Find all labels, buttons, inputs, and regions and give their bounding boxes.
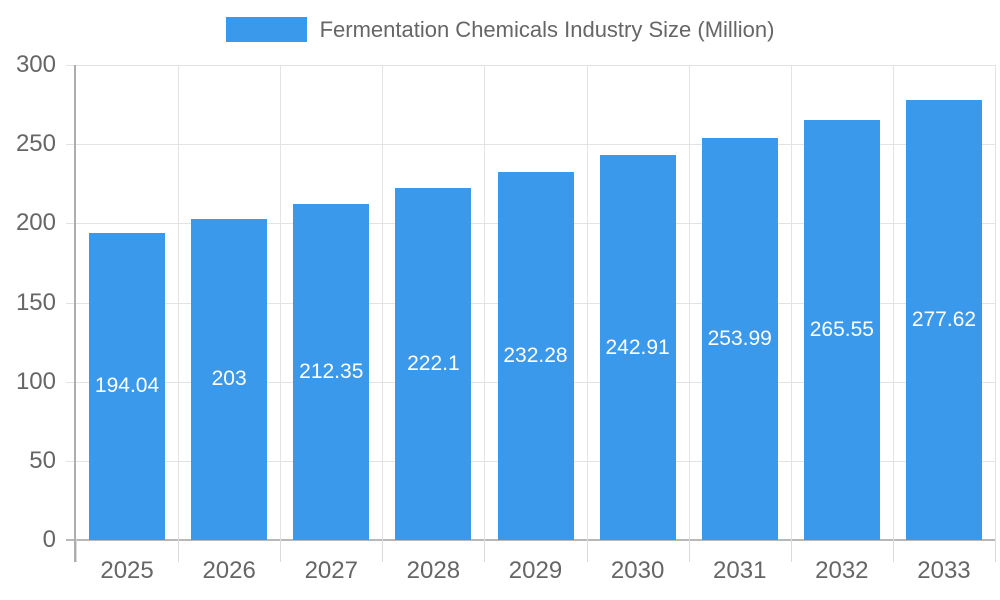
bar-2032[interactable] xyxy=(803,119,880,540)
x-gridline xyxy=(892,65,894,540)
x-axis-tick-label: 2025 xyxy=(100,557,154,584)
bar-value-label: 277.62 xyxy=(911,308,977,332)
x-axis-tick xyxy=(178,540,180,562)
bar-2025[interactable] xyxy=(89,232,166,540)
x-axis-tick-label: 2028 xyxy=(406,557,461,584)
x-axis-tick-label: 2032 xyxy=(815,557,869,584)
bar-2028[interactable] xyxy=(395,188,472,540)
x-gridline xyxy=(280,65,282,540)
bar-value-label: 212.35 xyxy=(299,359,364,383)
y-axis-tick-label: 0 xyxy=(42,526,56,553)
bar-2031[interactable] xyxy=(701,137,778,540)
x-axis-tick-label: 2027 xyxy=(304,557,358,584)
x-axis-tick xyxy=(484,540,486,562)
x-axis-tick xyxy=(688,540,690,562)
x-gridline xyxy=(688,65,690,540)
x-axis-tick xyxy=(382,540,384,562)
x-axis-tick-label: 2031 xyxy=(713,557,767,584)
bar-2030[interactable] xyxy=(599,155,676,540)
y-axis-tick-label: 300 xyxy=(15,51,56,78)
x-axis-tick xyxy=(76,540,77,562)
y-axis-tick-label: 150 xyxy=(15,288,56,316)
y-axis-line xyxy=(74,65,76,562)
legend-label: Fermentation Chemicals Industry Size (Mi… xyxy=(319,17,775,42)
bar-value-label: 232.28 xyxy=(503,344,568,368)
x-axis-tick-label: 2030 xyxy=(610,557,665,584)
x-axis-tick xyxy=(280,540,282,562)
y-axis-tick-label: 200 xyxy=(15,209,56,237)
x-gridline xyxy=(586,65,588,540)
x-gridline xyxy=(995,65,996,540)
y-axis-tick-label: 50 xyxy=(29,446,56,474)
x-axis-tick xyxy=(995,540,996,562)
x-axis-tick xyxy=(892,540,894,562)
y-gridline xyxy=(66,144,995,146)
x-gridline xyxy=(178,65,180,540)
bar-value-label: 242.91 xyxy=(605,335,670,359)
x-gridline xyxy=(382,65,384,540)
bar-2029[interactable] xyxy=(497,172,574,540)
bar-2026[interactable] xyxy=(191,218,268,540)
bar-value-label: 265.55 xyxy=(809,317,874,341)
x-axis-tick xyxy=(586,540,588,562)
x-gridline xyxy=(484,65,486,540)
legend-swatch-icon xyxy=(225,17,307,42)
bar-2027[interactable] xyxy=(293,203,370,540)
y-gridline xyxy=(66,65,995,66)
x-axis-tick-label: 2029 xyxy=(508,557,563,584)
bar-2033[interactable] xyxy=(905,100,982,540)
y-axis-tick-label: 250 xyxy=(15,130,56,158)
bar-value-label: 203 xyxy=(211,367,247,391)
x-gridline xyxy=(790,65,792,540)
x-axis-tick-label: 2026 xyxy=(202,557,256,584)
bar-value-label: 222.1 xyxy=(407,352,460,376)
y-axis-tick-label: 100 xyxy=(15,367,56,395)
zero-baseline xyxy=(66,539,995,541)
x-axis-tick-label: 2033 xyxy=(917,557,971,584)
x-axis-tick xyxy=(790,540,792,562)
bar-value-label: 253.99 xyxy=(707,326,772,350)
legend-item[interactable]: Fermentation Chemicals Industry Size (Mi… xyxy=(0,17,1000,42)
bar-value-label: 194.04 xyxy=(94,374,160,398)
